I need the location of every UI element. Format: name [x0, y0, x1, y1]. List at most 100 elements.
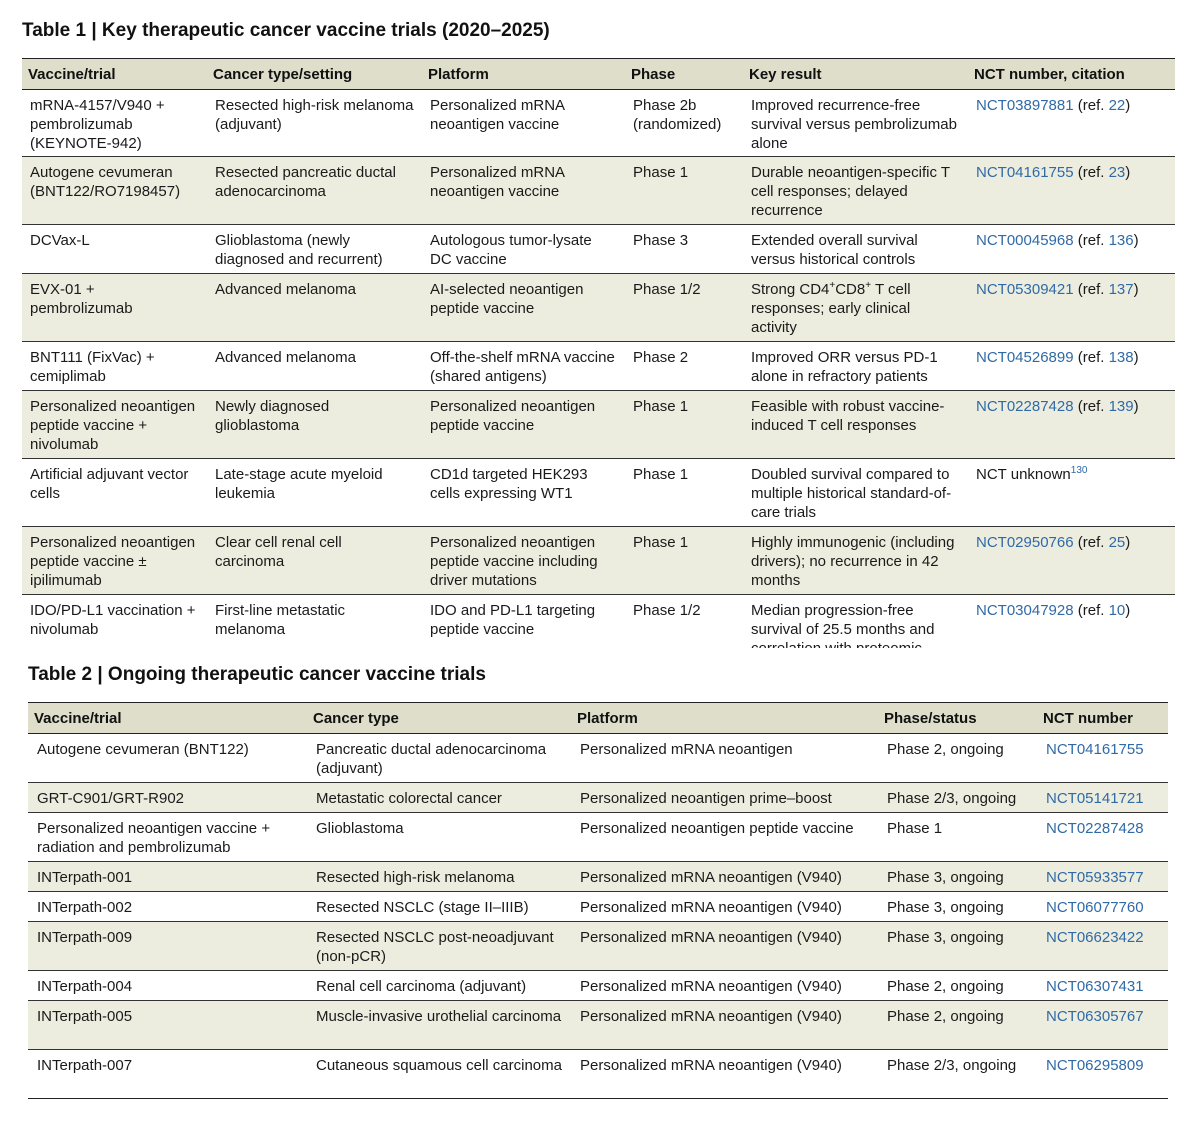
- cancer-cell: Metastatic colorectal cancer: [307, 782, 571, 813]
- t1-header-platform: Platform: [422, 58, 625, 90]
- vaccine-cell: Autogene cevumeran (BNT122): [28, 733, 307, 783]
- vaccine-cell: Personalized neoantigen peptide vaccine …: [22, 526, 207, 595]
- nct-cell: NCT06305767: [1037, 1000, 1168, 1050]
- platform-cell: Personalized mRNA neoantigen (V940): [571, 970, 878, 1001]
- nct-link[interactable]: NCT02950766: [976, 534, 1074, 551]
- result-superscript: +: [829, 280, 836, 291]
- platform-cell: Off-the-shelf mRNA vaccine (shared antig…: [422, 341, 625, 391]
- vaccine-cell: Autogene cevumeran (BNT122/RO7198457): [22, 156, 207, 225]
- nct-cell: NCT02950766 (ref. 25): [968, 526, 1175, 595]
- phase-cell: Phase 3: [625, 224, 743, 274]
- nct-link[interactable]: NCT03897881: [976, 97, 1074, 114]
- table1-title: Table 1 | Key therapeutic cancer vaccine…: [22, 20, 550, 41]
- nct-link[interactable]: NCT06077760: [1046, 899, 1144, 916]
- table1-row: EVX-01 + pembrolizumab Advanced melanoma A…: [22, 273, 1175, 342]
- reference-link[interactable]: 138: [1108, 349, 1134, 366]
- reference-link[interactable]: 10: [1108, 602, 1126, 619]
- t1-header-cancer: Cancer type/setting: [207, 58, 422, 90]
- vaccine-cell: INTerpath-001: [28, 861, 307, 892]
- platform-cell: Personalized neoantigen prime–boost: [571, 782, 878, 813]
- phase-cell: Phase 2/3, ongoing: [878, 1049, 1037, 1099]
- table1-row: IDO/PD-L1 vaccination + nivolumab First-l…: [22, 594, 1175, 648]
- phase-cell: Phase 2, ongoing: [878, 970, 1037, 1001]
- cancer-cell: Pancreatic ductal adenocarcinoma (adjuva…: [307, 733, 571, 783]
- platform-cell: Personalized mRNA neoantigen (V940): [571, 861, 878, 892]
- vaccine-cell: EVX-01 + pembrolizumab: [22, 273, 207, 342]
- phase-cell: Phase 1/2: [625, 594, 743, 648]
- nct-link[interactable]: NCT04161755: [1046, 741, 1144, 758]
- result-cell: Median progression-free survival of 25.5…: [743, 594, 968, 648]
- nct-link[interactable]: NCT05309421: [976, 281, 1074, 298]
- citation-text: (ref.: [1073, 398, 1109, 415]
- table2: Vaccine/trial Cancer type Platform Phase…: [28, 702, 1168, 1099]
- nct-link[interactable]: NCT05141721: [1046, 790, 1144, 807]
- citation-text: ): [1125, 602, 1131, 619]
- platform-cell: CD1d targeted HEK293 cells expressing WT…: [422, 458, 625, 527]
- t1-header-nct: NCT number, citation: [968, 58, 1175, 90]
- platform-cell: Autologous tumor-lysate DC vaccine: [422, 224, 625, 274]
- nct-link[interactable]: NCT00045968: [976, 232, 1074, 249]
- cancer-cell: Resected high-risk melanoma: [307, 861, 571, 892]
- nct-unknown-text: NCT unknown: [976, 466, 1071, 483]
- reference-link[interactable]: 137: [1108, 281, 1134, 298]
- platform-cell: Personalized neoantigen peptide vaccine: [422, 390, 625, 459]
- table2-container: Vaccine/trial Cancer type Platform Phase…: [28, 702, 1168, 1099]
- reference-link[interactable]: 25: [1108, 534, 1126, 551]
- phase-cell: Phase 1: [625, 156, 743, 225]
- nct-link[interactable]: NCT06307431: [1046, 978, 1144, 995]
- nct-link[interactable]: NCT06623422: [1046, 929, 1144, 946]
- table2-row: INTerpath-007 Cutaneous squamous cell car…: [28, 1049, 1168, 1099]
- platform-cell: AI-selected neoantigen peptide vaccine: [422, 273, 625, 342]
- cancer-cell: Resected pancreatic ductal adenocarcinom…: [207, 156, 422, 225]
- platform-cell: Personalized mRNA neoantigen (V940): [571, 1049, 878, 1099]
- citation-text: (ref.: [1073, 97, 1109, 114]
- cancer-cell: Late-stage acute myeloid leukemia: [207, 458, 422, 527]
- vaccine-cell: Artificial adjuvant vector cells: [22, 458, 207, 527]
- reference-superscript[interactable]: 130: [1070, 465, 1088, 476]
- t2-header-platform: Platform: [571, 702, 878, 734]
- citation-text: (ref.: [1073, 602, 1109, 619]
- vaccine-cell: INTerpath-005: [28, 1000, 307, 1050]
- table2-row: INTerpath-005 Muscle-invasive urothelial …: [28, 1000, 1168, 1050]
- nct-cell: NCT05309421 (ref. 137): [968, 273, 1175, 342]
- nct-link[interactable]: NCT02287428: [976, 398, 1074, 415]
- nct-link[interactable]: NCT06295809: [1046, 1057, 1144, 1074]
- nct-cell: NCT04161755 (ref. 23): [968, 156, 1175, 225]
- table1-row: Personalized neoantigen peptide vaccine …: [22, 526, 1175, 595]
- nct-cell: NCT unknown130: [968, 458, 1175, 527]
- reference-link[interactable]: 22: [1108, 97, 1126, 114]
- result-cell: Durable neoantigen-specific T cell respo…: [743, 156, 968, 225]
- phase-cell: Phase 2, ongoing: [878, 733, 1037, 783]
- t1-header-vaccine: Vaccine/trial: [22, 58, 207, 90]
- table1-row: Artificial adjuvant vector cells Late-sta…: [22, 458, 1175, 527]
- reference-link[interactable]: 136: [1108, 232, 1134, 249]
- phase-cell: Phase 3, ongoing: [878, 861, 1037, 892]
- t2-header-nct: NCT number: [1037, 702, 1168, 734]
- nct-cell: NCT05141721: [1037, 782, 1168, 813]
- nct-link[interactable]: NCT04161755: [976, 164, 1074, 181]
- table2-row: INTerpath-009 Resected NSCLC post-neoadju…: [28, 921, 1168, 971]
- nct-link[interactable]: NCT05933577: [1046, 869, 1144, 886]
- citation-text: (ref.: [1073, 281, 1109, 298]
- table2-row: INTerpath-002 Resected NSCLC (stage II–II…: [28, 891, 1168, 922]
- table2-row: GRT-C901/GRT-R902 Metastatic colorectal c…: [28, 782, 1168, 813]
- platform-cell: Personalized mRNA neoantigen (V940): [571, 1000, 878, 1050]
- cancer-cell: First-line metastatic melanoma: [207, 594, 422, 648]
- vaccine-cell: DCVax-L: [22, 224, 207, 274]
- nct-link[interactable]: NCT04526899: [976, 349, 1074, 366]
- nct-link[interactable]: NCT02287428: [1046, 820, 1144, 837]
- result-text: CD8: [835, 281, 866, 298]
- nct-cell: NCT06295809: [1037, 1049, 1168, 1099]
- nct-link[interactable]: NCT03047928: [976, 602, 1074, 619]
- nct-link[interactable]: NCT06305767: [1046, 1008, 1144, 1025]
- platform-cell: Personalized neoantigen peptide vaccine: [571, 812, 878, 862]
- table2-row: Personalized neoantigen vaccine + radiat…: [28, 812, 1168, 862]
- phase-cell: Phase 3, ongoing: [878, 921, 1037, 971]
- nct-cell: NCT03047928 (ref. 10): [968, 594, 1175, 648]
- vaccine-cell: Personalized neoantigen peptide vaccine …: [22, 390, 207, 459]
- platform-cell: Personalized mRNA neoantigen vaccine: [422, 89, 625, 157]
- reference-link[interactable]: 23: [1108, 164, 1126, 181]
- table1-row: DCVax-L Glioblastoma (newly diagnosed and…: [22, 224, 1175, 274]
- citation-text: (ref.: [1073, 164, 1109, 181]
- reference-link[interactable]: 139: [1108, 398, 1134, 415]
